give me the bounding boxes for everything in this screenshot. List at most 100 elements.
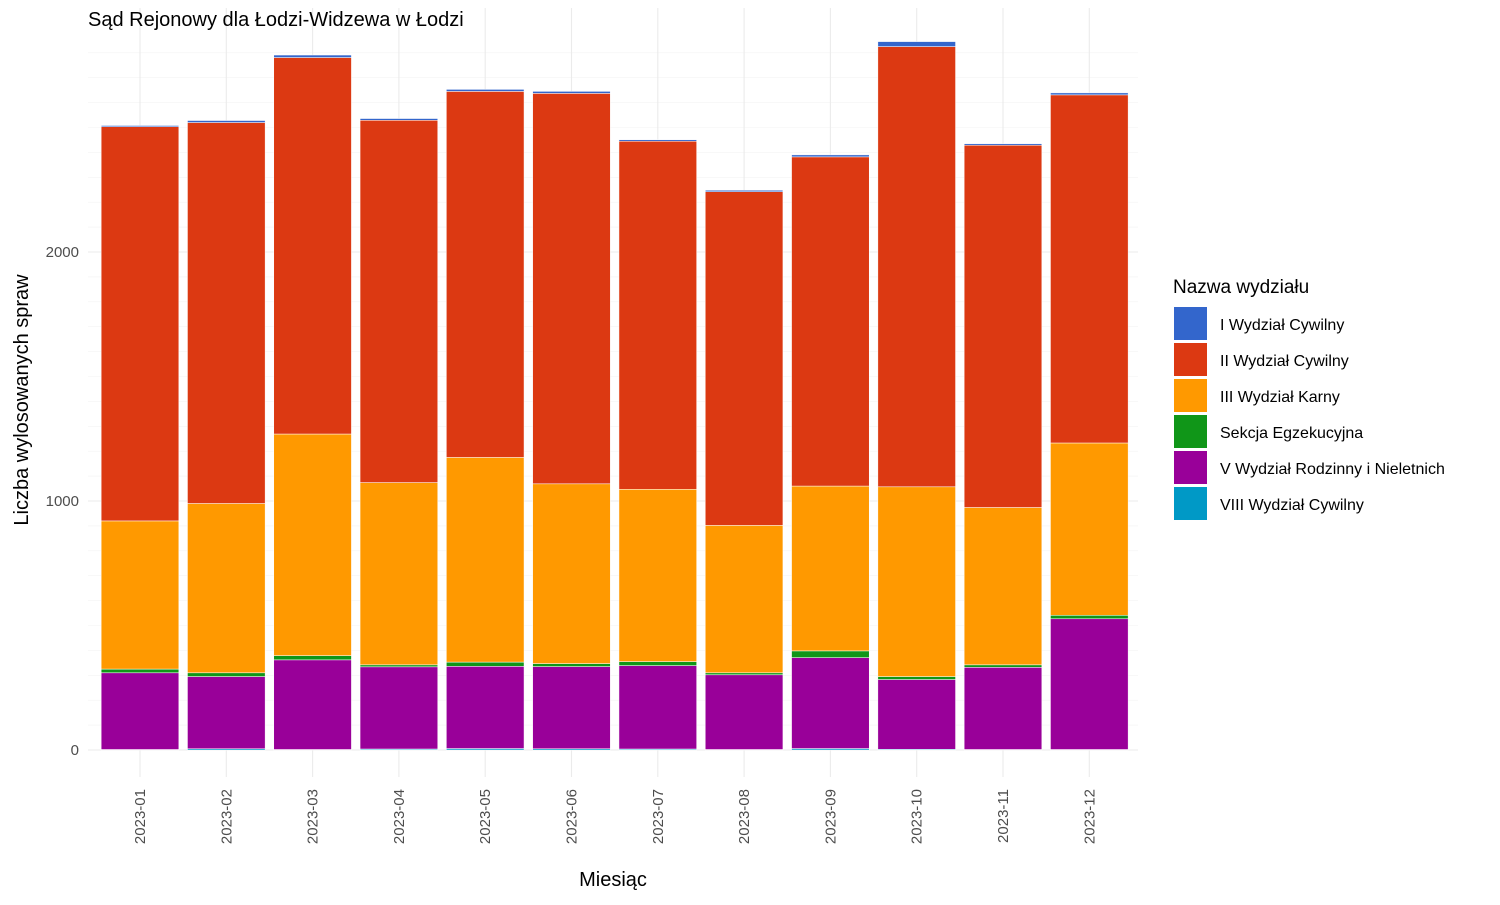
bar-stack-2023-09: VIII Wydział Cywilny — 2023-09: 6V Wydzi… xyxy=(792,155,870,750)
bar-segment[interactable]: I Wydział Cywilny — 2023-07: 6 xyxy=(619,140,697,141)
x-tick-label: 2023-10 xyxy=(909,789,926,844)
x-tick-label: 2023-02 xyxy=(218,789,235,844)
bar-segment[interactable]: Sekcja Egzekucyjna — 2023-01: 15 xyxy=(101,669,179,673)
bar-segment[interactable]: V Wydział Rodzinny i Nieletnich — 2023-0… xyxy=(619,666,697,749)
x-tick-label: 2023-11 xyxy=(995,789,1012,843)
bar-segment[interactable]: Sekcja Egzekucyjna — 2023-02: 15 xyxy=(187,673,265,677)
bar-segment[interactable]: II Wydział Cywilny — 2023-06: 1568 xyxy=(533,93,611,483)
bar-segment[interactable]: I Wydział Cywilny — 2023-04: 7 xyxy=(360,119,438,121)
x-tick-label: 2023-06 xyxy=(564,789,581,844)
bar-segment[interactable]: I Wydział Cywilny — 2023-05: 8 xyxy=(446,89,524,91)
bar-segment[interactable]: I Wydział Cywilny — 2023-11: 6 xyxy=(964,144,1042,145)
bar-segment[interactable]: Sekcja Egzekucyjna — 2023-11: 10 xyxy=(964,665,1042,667)
legend-label: II Wydział Cywilny xyxy=(1220,353,1349,370)
bar-stack-2023-05: VIII Wydział Cywilny — 2023-05: 6V Wydzi… xyxy=(446,89,524,750)
bar-segment[interactable]: Sekcja Egzekucyjna — 2023-09: 27 xyxy=(792,651,870,658)
bar-segment[interactable]: III Wydział Karny — 2023-09: 662 xyxy=(792,486,870,651)
bar-stack-2023-08: VIII Wydział Cywilny — 2023-08: 2V Wydzi… xyxy=(705,190,783,750)
bar-segment[interactable]: I Wydział Cywilny — 2023-09: 8 xyxy=(792,155,870,157)
legend-swatch xyxy=(1174,451,1207,484)
bars: VIII Wydział Cywilny — 2023-01: 2V Wydzi… xyxy=(101,42,1128,750)
bar-segment[interactable]: I Wydział Cywilny — 2023-03: 10 xyxy=(274,55,352,57)
bar-segment[interactable]: I Wydział Cywilny — 2023-10: 20 xyxy=(878,42,956,47)
bar-segment[interactable]: II Wydział Cywilny — 2023-08: 1340 xyxy=(705,192,783,526)
x-tick-label: 2023-09 xyxy=(822,789,839,844)
legend-item: I Wydział Cywilny xyxy=(1174,307,1344,340)
bar-stack-2023-04: VIII Wydział Cywilny — 2023-04: 4V Wydzi… xyxy=(360,119,438,750)
bar-segment[interactable]: II Wydział Cywilny — 2023-03: 1512 xyxy=(274,58,352,434)
bar-segment[interactable]: V Wydział Rodzinny i Nieletnich — 2023-0… xyxy=(101,673,179,750)
bar-segment[interactable]: V Wydział Rodzinny i Nieletnich — 2023-0… xyxy=(446,666,524,748)
bar-segment[interactable]: V Wydział Rodzinny i Nieletnich — 2023-0… xyxy=(274,660,352,750)
legend-item: III Wydział Karny xyxy=(1174,379,1340,412)
bar-segment[interactable]: V Wydział Rodzinny i Nieletnich — 2023-0… xyxy=(533,667,611,749)
bar-segment[interactable]: III Wydział Karny — 2023-08: 592 xyxy=(705,525,783,672)
bar-segment[interactable]: I Wydział Cywilny — 2023-08: 6 xyxy=(705,190,783,191)
bar-segment[interactable]: II Wydział Cywilny — 2023-11: 1455 xyxy=(964,145,1042,507)
bar-segment[interactable]: Sekcja Egzekucyjna — 2023-05: 17 xyxy=(446,662,524,666)
bar-segment[interactable]: III Wydział Karny — 2023-05: 822 xyxy=(446,457,524,662)
bar-segment[interactable]: III Wydział Karny — 2023-01: 595 xyxy=(101,521,179,669)
bar-segment[interactable]: Sekcja Egzekucyjna — 2023-12: 14 xyxy=(1050,615,1128,618)
legend-item: VIII Wydział Cywilny xyxy=(1174,487,1364,520)
y-tick-label: 1000 xyxy=(46,493,79,510)
bar-segment[interactable]: Sekcja Egzekucyjna — 2023-10: 12 xyxy=(878,677,956,680)
bar-segment[interactable]: II Wydział Cywilny — 2023-09: 1322 xyxy=(792,157,870,486)
x-tick-label: 2023-04 xyxy=(391,789,408,844)
bar-segment[interactable]: Sekcja Egzekucyjna — 2023-03: 17 xyxy=(274,656,352,660)
bar-stack-2023-10: VIII Wydział Cywilny — 2023-10: 3V Wydzi… xyxy=(878,42,956,750)
bar-segment[interactable]: III Wydział Karny — 2023-10: 762 xyxy=(878,487,956,677)
x-tick-label: 2023-03 xyxy=(305,789,322,844)
bar-stack-2023-07: VIII Wydział Cywilny — 2023-07: 4V Wydzi… xyxy=(619,140,697,750)
bar-segment[interactable]: I Wydział Cywilny — 2023-02: 8 xyxy=(187,121,265,123)
bar-segment[interactable]: II Wydział Cywilny — 2023-07: 1398 xyxy=(619,141,697,489)
legend-swatch xyxy=(1174,379,1207,412)
bar-segment[interactable]: V Wydział Rodzinny i Nieletnich — 2023-1… xyxy=(1050,619,1128,750)
bar-stack-2023-11: VIII Wydział Cywilny — 2023-11: 2V Wydzi… xyxy=(964,144,1042,750)
legend-swatch xyxy=(1174,307,1207,340)
bar-segment[interactable]: III Wydział Karny — 2023-03: 890 xyxy=(274,434,352,656)
x-tick-label: 2023-01 xyxy=(132,789,149,844)
bar-segment[interactable]: V Wydział Rodzinny i Nieletnich — 2023-0… xyxy=(360,667,438,749)
bar-segment[interactable]: Sekcja Egzekucyjna — 2023-08: 8 xyxy=(705,673,783,675)
bar-segment[interactable]: I Wydział Cywilny — 2023-12: 8 xyxy=(1050,93,1128,95)
bar-segment[interactable]: III Wydział Karny — 2023-07: 692 xyxy=(619,489,697,661)
bar-segment[interactable]: Sekcja Egzekucyjna — 2023-07: 16 xyxy=(619,662,697,666)
bar-segment[interactable]: I Wydział Cywilny — 2023-01: 5 xyxy=(101,126,179,127)
bar-stack-2023-12: VIII Wydział Cywilny — 2023-12: 2V Wydzi… xyxy=(1050,93,1128,750)
legend-item: II Wydział Cywilny xyxy=(1174,343,1349,376)
bar-segment[interactable]: II Wydział Cywilny — 2023-12: 1398 xyxy=(1050,95,1128,443)
legend-label: III Wydział Karny xyxy=(1220,389,1340,406)
bar-segment[interactable]: III Wydział Karny — 2023-11: 632 xyxy=(964,507,1042,664)
bar-segment[interactable]: Sekcja Egzekucyjna — 2023-04: 8 xyxy=(360,665,438,667)
legend-label: I Wydział Cywilny xyxy=(1220,317,1344,334)
bar-segment[interactable]: II Wydział Cywilny — 2023-01: 1583 xyxy=(101,127,179,521)
bar-segment[interactable]: II Wydział Cywilny — 2023-10: 1768 xyxy=(878,47,956,487)
bar-segment[interactable]: III Wydział Karny — 2023-12: 692 xyxy=(1050,443,1128,615)
bar-stack-2023-06: VIII Wydział Cywilny — 2023-06: 5V Wydzi… xyxy=(533,91,611,750)
bar-segment[interactable]: V Wydział Rodzinny i Nieletnich — 2023-1… xyxy=(964,667,1042,749)
legend-label: Sekcja Egzekucyjna xyxy=(1220,425,1363,442)
bar-segment[interactable]: II Wydział Cywilny — 2023-04: 1455 xyxy=(360,120,438,482)
x-axis-title: Miesiąc xyxy=(579,869,647,891)
bar-segment[interactable]: II Wydział Cywilny — 2023-02: 1530 xyxy=(187,123,265,504)
bar-segment[interactable]: I Wydział Cywilny — 2023-06: 8 xyxy=(533,91,611,93)
legend-item: Sekcja Egzekucyjna xyxy=(1174,415,1363,448)
bar-segment[interactable]: III Wydział Karny — 2023-02: 680 xyxy=(187,503,265,672)
bar-segment[interactable]: III Wydział Karny — 2023-04: 732 xyxy=(360,483,438,665)
bar-segment[interactable]: Sekcja Egzekucyjna — 2023-06: 12 xyxy=(533,664,611,667)
chart-title: Sąd Rejonowy dla Łodzi-Widzewa w Łodzi xyxy=(88,9,464,31)
bar-segment[interactable]: V Wydział Rodzinny i Nieletnich — 2023-0… xyxy=(705,675,783,750)
legend-swatch xyxy=(1174,415,1207,448)
bar-segment[interactable]: II Wydział Cywilny — 2023-05: 1470 xyxy=(446,91,524,457)
bar-segment[interactable]: V Wydział Rodzinny i Nieletnich — 2023-1… xyxy=(878,680,956,750)
y-axis-title: Liczba wylosowanych spraw xyxy=(11,274,33,526)
bar-segment[interactable]: V Wydział Rodzinny i Nieletnich — 2023-0… xyxy=(792,658,870,749)
x-tick-label: 2023-05 xyxy=(477,789,494,844)
bar-segment[interactable]: III Wydział Karny — 2023-06: 722 xyxy=(533,484,611,664)
legend-title: Nazwa wydziału xyxy=(1173,277,1309,298)
legend: Nazwa wydziału I Wydział Cywilny II Wydzi… xyxy=(1173,277,1445,520)
bar-segment[interactable]: V Wydział Rodzinny i Nieletnich — 2023-0… xyxy=(187,677,265,749)
